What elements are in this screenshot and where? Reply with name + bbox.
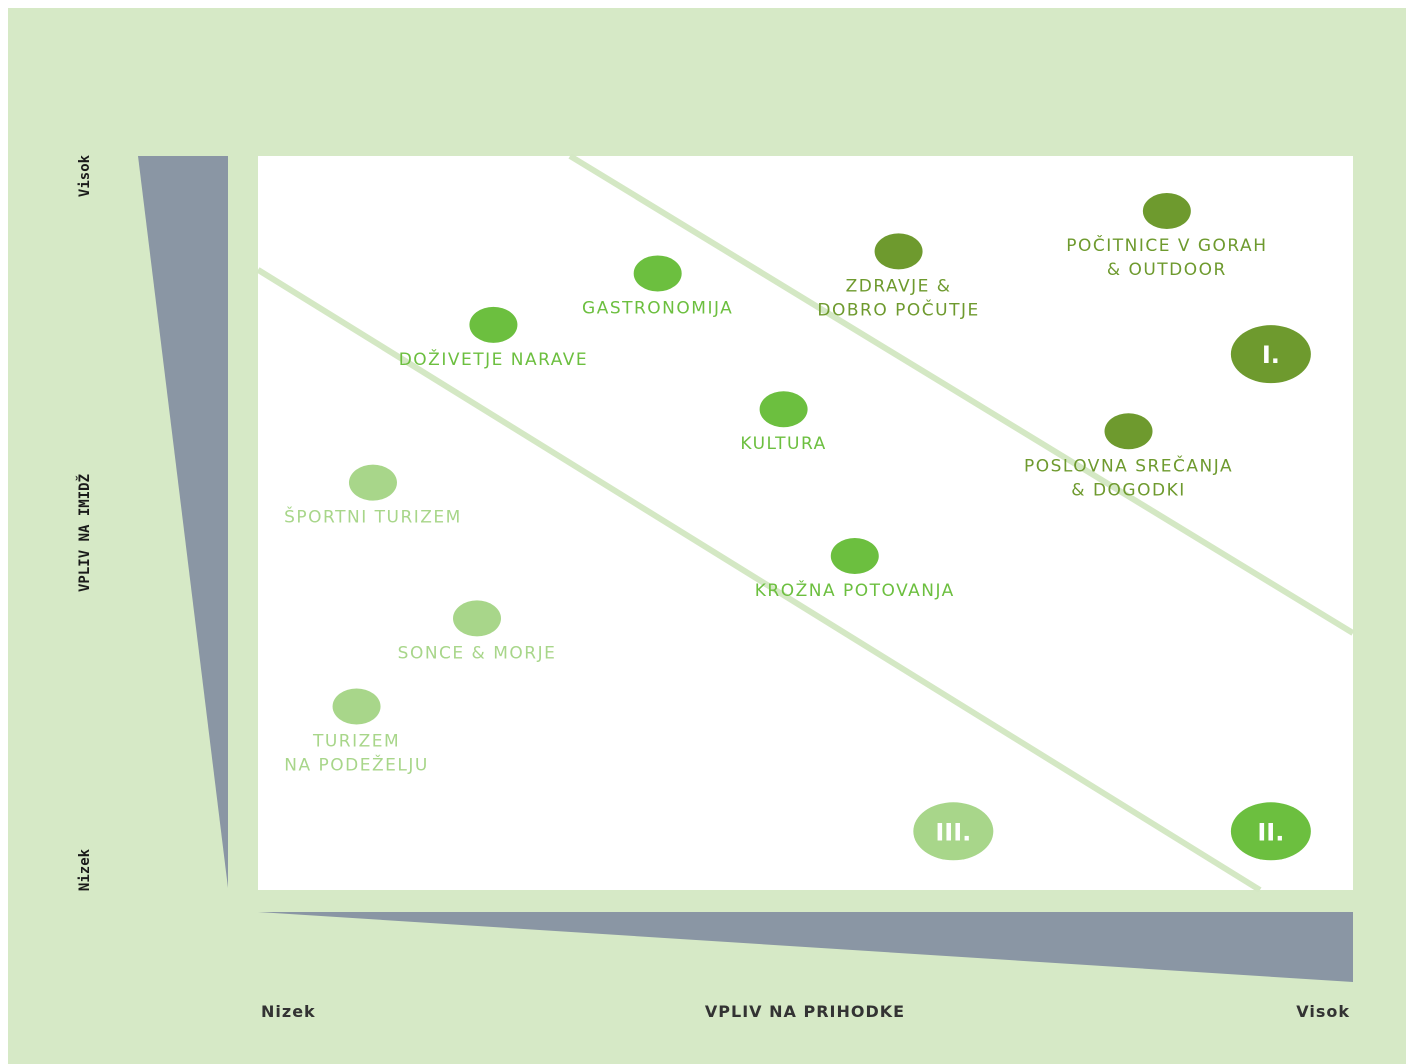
x-high-label: Visok <box>1296 1002 1350 1021</box>
data-point-group: GASTRONOMIJA <box>582 255 733 318</box>
divider-line-2 <box>256 267 1262 893</box>
tier-badge-1 <box>1230 325 1311 384</box>
data-point-label: GASTRONOMIJA <box>582 298 733 318</box>
priority-matrix-chart: Visok VPLIV NA IMIDŽ Nizek Nizek VPLIV N… <box>76 153 1355 1021</box>
data-point-label: SONCE & MORJE <box>398 643 557 663</box>
data-point <box>830 538 879 575</box>
data-point <box>332 688 381 725</box>
y-axis-title: VPLIV NA IMIDŽ <box>76 474 93 592</box>
data-point <box>469 306 518 343</box>
data-point-group: ŠPORTNI TURIZEM <box>284 464 462 528</box>
tier-badge-3 <box>913 802 994 861</box>
y-low-label: Nizek <box>77 848 93 891</box>
divider-line-1 <box>568 153 1355 636</box>
dividers-layer <box>256 153 1355 893</box>
data-point-label: POČITNICE V GORAH <box>1066 234 1267 256</box>
data-point-label: & OUTDOOR <box>1107 260 1227 280</box>
data-point-label: ŠPORTNI TURIZEM <box>284 506 462 528</box>
data-point-group: KROŽNA POTOVANJA <box>755 538 955 601</box>
data-point-label: & DOGODKI <box>1071 480 1185 500</box>
data-point-label: DOŽIVETJE NARAVE <box>399 348 588 370</box>
x-axis-title: VPLIV NA PRIHODKE <box>705 1002 905 1021</box>
data-point <box>348 464 397 501</box>
data-point <box>874 233 923 270</box>
data-point-group: KULTURA <box>740 391 826 454</box>
data-point-label: TURIZEM <box>312 732 400 752</box>
data-point <box>633 255 682 292</box>
data-point-label: POSLOVNA SREČANJA <box>1024 454 1233 476</box>
data-point-group: POSLOVNA SREČANJA & DOGODKI <box>1024 413 1233 500</box>
data-point <box>759 391 808 428</box>
data-point-group: SONCE & MORJE <box>398 600 557 663</box>
y-high-label: Visok <box>77 154 93 197</box>
data-point-label: KROŽNA POTOVANJA <box>755 579 955 601</box>
tier-badge-2 <box>1230 802 1311 861</box>
tier-badge-label-2: II. <box>1257 818 1284 846</box>
data-point <box>1142 193 1191 230</box>
data-point-group: POČITNICE V GORAH & OUTDOOR <box>1066 193 1267 280</box>
chart-root: Visok VPLIV NA IMIDŽ Nizek Nizek VPLIV N… <box>8 8 1406 1064</box>
x-axis-wedge <box>258 912 1353 982</box>
data-point-group: ZDRAVJE &DOBRO POČUTJE <box>817 233 979 320</box>
points-layer: POČITNICE V GORAH & OUTDOOR ZDRAVJE &DOBRO… <box>284 193 1267 776</box>
data-point-label: ZDRAVJE & <box>846 276 952 296</box>
tier-badge-label-3: III. <box>935 818 971 846</box>
tier-badge-label-1: I. <box>1262 341 1280 369</box>
data-point <box>1104 413 1153 450</box>
data-point-group: DOŽIVETJE NARAVE <box>399 306 588 370</box>
data-point <box>453 600 501 637</box>
y-axis-wedge <box>138 156 228 888</box>
data-point-label: KULTURA <box>740 434 826 454</box>
data-point-label: DOBRO POČUTJE <box>817 298 979 320</box>
tiers-layer: I. II. III. <box>913 325 1311 861</box>
x-low-label: Nizek <box>261 1002 316 1021</box>
data-point-label: NA PODEŽELJU <box>284 754 429 776</box>
